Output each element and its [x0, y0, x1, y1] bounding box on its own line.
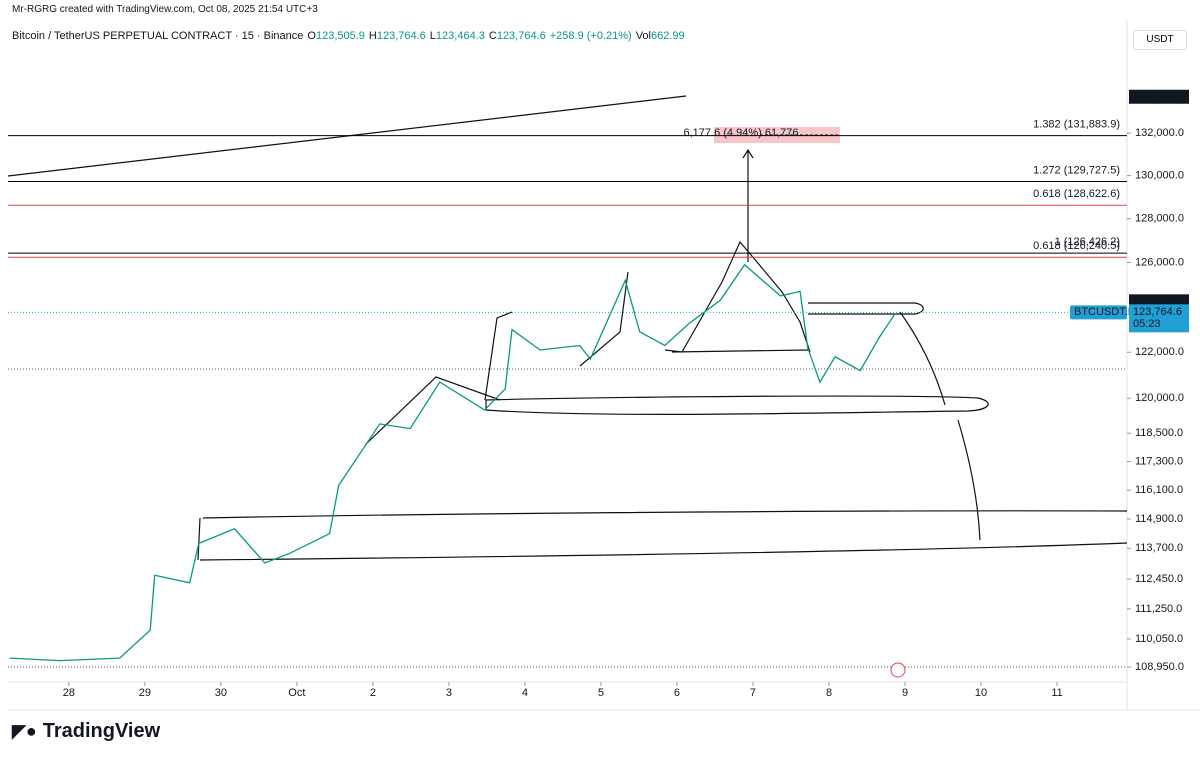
sketch — [579, 240, 811, 367]
fib-label: 0.618 (126,240.5) — [1033, 240, 1120, 252]
y-tick-label: 117,300.0 — [1135, 455, 1183, 467]
last-price-timer: 05:23 — [1133, 318, 1161, 330]
y-tick-label: 132,000.0 — [1135, 127, 1184, 139]
box — [808, 302, 924, 315]
x-tick-label: 29 — [139, 687, 151, 699]
legend-key: L — [429, 30, 436, 42]
alert-icon — [890, 662, 906, 678]
price-line — [9, 263, 896, 662]
series-label-bg — [1070, 305, 1127, 320]
fib-label: 1.382 (131,883.9) — [1033, 118, 1120, 130]
x-tick-label: 3 — [446, 687, 452, 699]
y-tick-label: 122,000.0 — [1135, 346, 1184, 358]
y-tick-label: 114,900.0 — [1135, 513, 1183, 525]
y-tick-label: 116,100.0 — [1135, 484, 1183, 496]
y-tick-label: 108,950.0 — [1135, 661, 1184, 673]
legend-value: 123,764.6 — [496, 30, 546, 42]
legend-key: C — [488, 30, 497, 42]
legend-value: 123,505.9 — [315, 30, 365, 42]
fib-label: 1.272 (129,727.5) — [1033, 164, 1120, 176]
logo-text: TradingView — [42, 720, 161, 742]
sketch — [364, 311, 513, 446]
price-label: 133,738.1 — [1133, 91, 1182, 103]
price-label: 123,943.1 — [1133, 295, 1182, 307]
x-tick-label: 8 — [826, 687, 832, 699]
y-tick-label: 130,000.0 — [1135, 170, 1184, 182]
x-tick-label: 4 — [522, 687, 528, 699]
logo-icon: ◤● — [12, 721, 37, 741]
legend-value: +258.9 (+0.21%) — [549, 30, 632, 42]
zone — [197, 510, 1128, 561]
measure-label: 6,177.6 (4.94%) 61,776 — [684, 127, 799, 139]
y-tick-label: 111,250.0 — [1135, 603, 1182, 615]
y-tick-label: 120,000.0 — [1135, 392, 1184, 404]
last-price-label: 123,764.6 — [1133, 306, 1182, 318]
legend-value: 123,764.6 — [376, 30, 426, 42]
x-tick-label: 10 — [975, 687, 987, 699]
x-tick-label: 11 — [1051, 687, 1062, 699]
legend-key: Vol — [635, 30, 651, 42]
projection — [899, 311, 981, 541]
y-tick-label: 113,700.0 — [1135, 542, 1183, 554]
legend-key: H — [368, 30, 377, 42]
x-tick-label: 30 — [215, 687, 227, 699]
arrow — [742, 148, 754, 262]
x-tick-label: 5 — [598, 687, 604, 699]
currency-button[interactable]: USDT — [1133, 30, 1187, 50]
y-tick-label: 110,050.0 — [1135, 633, 1183, 645]
series-label: BTCUSDT.P — [1074, 306, 1135, 318]
drawings — [7, 95, 1128, 678]
x-tick-label: 7 — [750, 687, 756, 699]
y-tick-label: 118,500.0 — [1135, 427, 1183, 439]
author-line: Mr-RGRG created with TradingView.com, Oc… — [12, 4, 318, 15]
chart-title: Bitcoin / TetherUS PERPETUAL CONTRACT · … — [12, 30, 304, 42]
price-label-bg — [1129, 89, 1189, 104]
y-tick-label: 128,000.0 — [1135, 213, 1184, 225]
last-price-bg — [1129, 304, 1189, 333]
chart-legend: Bitcoin / TetherUS PERPETUAL CONTRACT · … — [12, 30, 685, 42]
y-tick-label: 126,000.0 — [1135, 256, 1184, 268]
x-tick-label: 6 — [674, 687, 680, 699]
x-tick-label: 28 — [63, 687, 75, 699]
logo: ◤● TradingView — [12, 720, 160, 743]
y-tick-label: 112,450.0 — [1135, 573, 1183, 585]
x-tick-label: Oct — [288, 687, 305, 699]
ellipse — [485, 395, 989, 415]
fib-label: 0.618 (128,622.6) — [1033, 188, 1120, 200]
x-tick-label: 2 — [370, 687, 376, 699]
legend-value: 662.99 — [651, 30, 685, 42]
legend-value: 123,464.3 — [435, 30, 485, 42]
legend-key: O — [307, 30, 316, 42]
fib-label: 1 (126,426.2) — [1055, 236, 1120, 248]
x-tick-label: 9 — [902, 687, 908, 699]
